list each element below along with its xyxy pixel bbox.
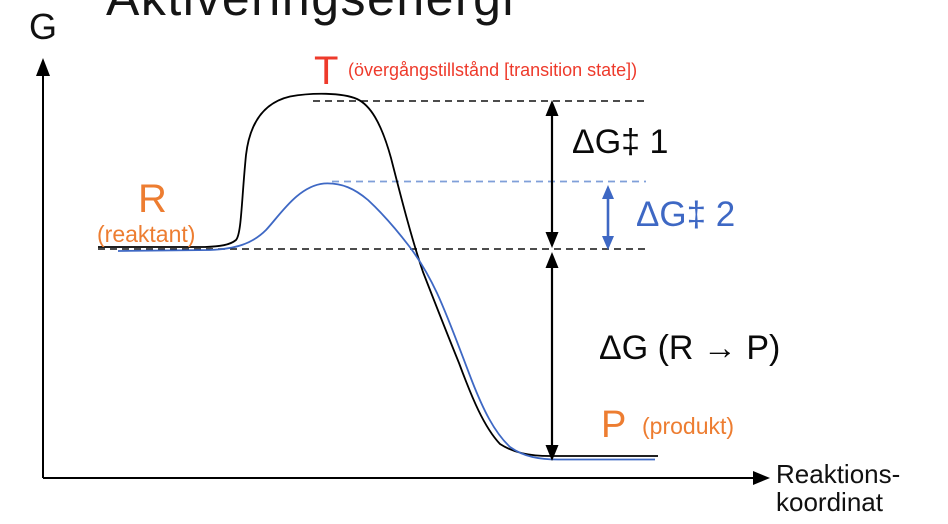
blue-energy-curve (117, 182, 655, 461)
y-axis-label: G (29, 6, 58, 47)
delta-g1-arrow (545, 100, 559, 248)
x-axis-label-line1: Reaktions- (776, 459, 901, 489)
x-axis (43, 471, 770, 485)
product-symbol: P (601, 404, 627, 446)
x-axis-label-line2: koordinat (776, 487, 883, 518)
product-description: (produkt) (642, 413, 735, 439)
y-axis-arrowhead-icon (36, 58, 50, 76)
x-axis-arrowhead-icon (753, 471, 770, 485)
delta-g2-label: ΔG‡ 2 (636, 195, 736, 234)
transition-state-description: (övergångstillstånd [transition state]) (348, 60, 638, 80)
delta-g-rp-label: ΔG (R → P) (599, 329, 781, 367)
reactant-symbol: R (138, 177, 167, 221)
transition-state-symbol: T (314, 49, 339, 93)
delta-g-rp-arrow (545, 252, 559, 461)
x-axis-label: Reaktions- koordinat (776, 460, 900, 516)
delta-g2-arrow (602, 185, 614, 250)
slide-title: Aktiveringsenergi (106, 0, 515, 27)
delta-g1-label: ΔG‡ 1 (572, 123, 669, 161)
reactant-description: (reaktant) (97, 221, 196, 247)
black-energy-curve (98, 92, 658, 457)
y-axis (36, 58, 50, 478)
